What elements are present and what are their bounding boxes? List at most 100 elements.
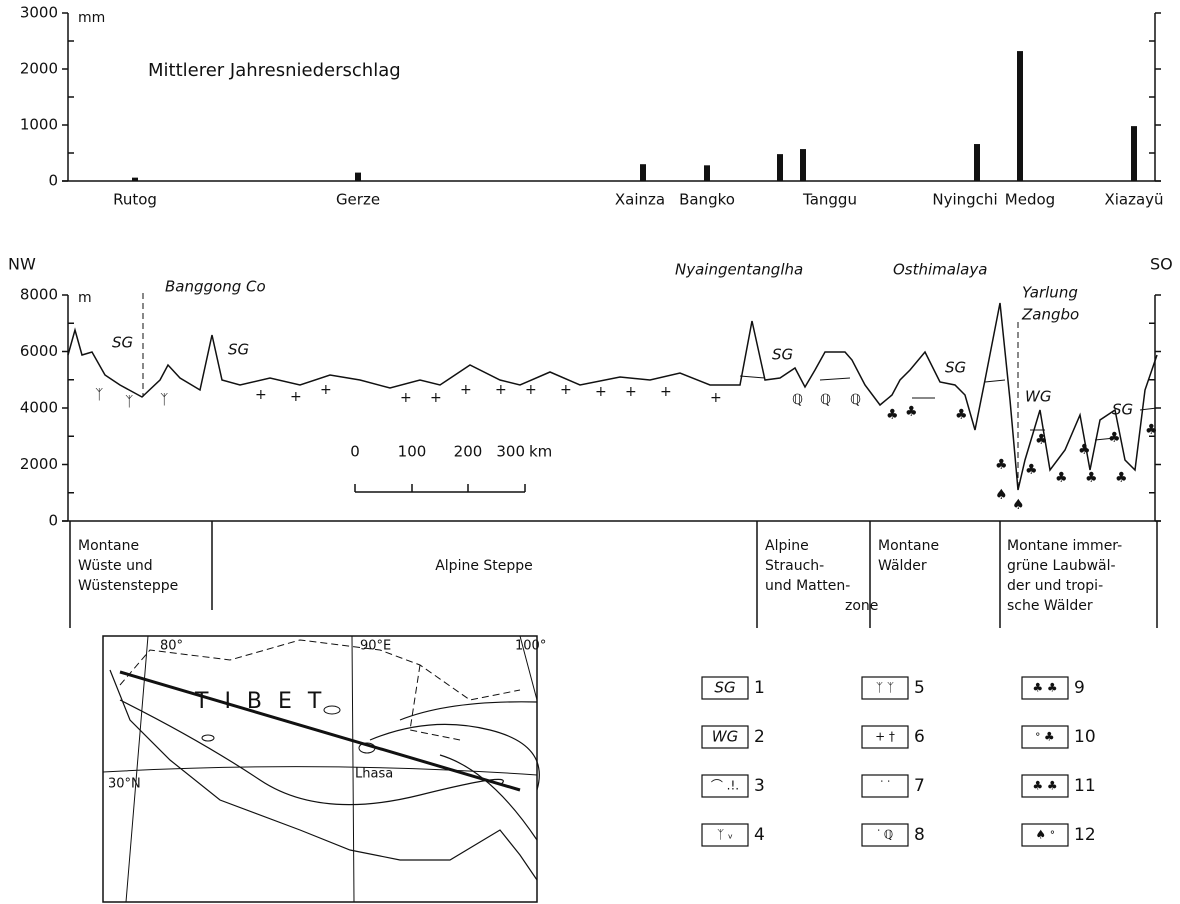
legend-symbol-glyph: ♠ ᐤ <box>1035 828 1055 842</box>
y-tick-label: 3000 <box>20 4 58 22</box>
x-tick-label: Xiazayü <box>1104 191 1163 209</box>
legend-symbol-glyph: ᐝ ᐝ <box>880 779 890 793</box>
y-tick-label: 2000 <box>20 455 58 473</box>
legend-number: 6 <box>914 727 925 747</box>
y-unit: m <box>78 290 92 306</box>
direction-label: SO <box>1150 255 1173 274</box>
svg-text:♣: ♣ <box>886 407 899 423</box>
svg-text:+: + <box>320 382 332 398</box>
svg-text:ᛉ: ᛉ <box>160 392 168 408</box>
bar <box>777 154 783 181</box>
map-label: 100° <box>515 639 546 654</box>
svg-text:+: + <box>595 384 607 400</box>
legend-number: 3 <box>754 776 765 796</box>
y-tick-label: 4000 <box>20 399 58 417</box>
y-tick-label: 2000 <box>20 60 58 78</box>
legend-number: 5 <box>914 678 925 698</box>
scale-label: 0 <box>350 443 360 461</box>
svg-text:♣: ♣ <box>905 404 918 420</box>
legend-number: 8 <box>914 825 925 845</box>
scale-label: 300 <box>496 443 525 461</box>
y-tick-label: 6000 <box>20 342 58 360</box>
legend-symbol-glyph: + † <box>875 730 895 744</box>
scale-label: 100 <box>398 443 427 461</box>
bar <box>704 165 710 181</box>
zone-label: der und tropi- <box>1007 578 1103 594</box>
svg-text:♣: ♣ <box>1085 470 1098 486</box>
map-label: 90°E <box>360 639 391 654</box>
svg-text:♣: ♣ <box>1035 432 1048 448</box>
legend-number: 2 <box>754 727 765 747</box>
lake <box>202 735 214 741</box>
zone-label: Strauch- <box>765 558 824 574</box>
annotation: SG <box>772 346 793 364</box>
svg-text:ᛉ: ᛉ <box>95 387 103 403</box>
svg-text:ℚ: ℚ <box>792 392 803 408</box>
zone-label: sche Wälder <box>1007 598 1093 614</box>
legend-number: 7 <box>914 776 925 796</box>
map-label: TIBET <box>194 689 337 714</box>
legend-symbol-glyph: ᐝ ℚ <box>877 828 893 842</box>
y-tick-label: 0 <box>48 512 58 530</box>
zone-label: Wüste und <box>78 558 153 574</box>
svg-text:+: + <box>430 390 442 406</box>
bar <box>640 164 646 181</box>
svg-text:+: + <box>525 382 537 398</box>
map-label: 30°N <box>108 777 141 792</box>
annotation: Zangbo <box>1021 306 1079 324</box>
graticule <box>103 636 537 902</box>
svg-text:+: + <box>400 390 412 406</box>
legend-symbol-glyph: ᛉ ᵥ <box>717 828 733 842</box>
annotation: SG <box>945 359 966 377</box>
svg-text:+: + <box>625 384 637 400</box>
terrain-profile <box>68 303 1157 490</box>
x-tick-label: Nyingchi <box>932 191 997 209</box>
legend-symbol-glyph: ᛉ ᛉ <box>876 681 894 695</box>
svg-text:ℚ: ℚ <box>850 392 861 408</box>
zone-label: Montane <box>78 538 139 554</box>
annotation: SG <box>112 334 133 352</box>
svg-text:♠: ♠ <box>995 487 1008 503</box>
zone-label: zone <box>845 598 878 614</box>
svg-text:♣: ♣ <box>1078 442 1091 458</box>
map <box>103 636 539 902</box>
bar <box>1017 51 1023 181</box>
legend-number: 4 <box>754 825 765 845</box>
legend-number: 11 <box>1074 776 1096 796</box>
svg-text:+: + <box>460 382 472 398</box>
bar <box>1131 126 1137 181</box>
zone-label: Alpine <box>765 538 809 554</box>
svg-text:+: + <box>710 390 722 406</box>
zone-label: grüne Laubwäl- <box>1007 558 1116 574</box>
x-tick-label: Gerze <box>336 191 380 209</box>
bar <box>132 178 138 181</box>
scale-label: 200 <box>454 443 483 461</box>
zone-label: Montane immer- <box>1007 538 1122 554</box>
y-tick-label: 1000 <box>20 116 58 134</box>
svg-text:+: + <box>495 382 507 398</box>
vegetation-boundary <box>740 376 1157 440</box>
svg-text:+: + <box>255 387 267 403</box>
chart-title: Mittlerer Jahresniederschlag <box>148 60 401 81</box>
zone-label: Wälder <box>878 558 927 574</box>
map-label: Lhasa <box>355 767 393 782</box>
svg-text:ᛉ: ᛉ <box>125 394 133 410</box>
legend-number: 10 <box>1074 727 1096 747</box>
bar <box>355 173 361 181</box>
zone-label: Alpine Steppe <box>435 558 533 574</box>
legend-symbol: SG <box>714 679 735 697</box>
legend-symbol: WG <box>712 728 738 746</box>
legend-symbol-glyph: ᐤ ♣ <box>1035 730 1054 744</box>
legend-symbol-glyph: ♣ ♣ <box>1032 681 1057 695</box>
map-label: 80° <box>160 639 183 654</box>
annotation: SG <box>228 341 249 359</box>
x-tick-label: Xainza <box>615 191 665 209</box>
x-tick-label: Tanggu <box>802 191 857 209</box>
scale-unit: km <box>529 443 552 461</box>
svg-text:♣: ♣ <box>995 457 1008 473</box>
annotation: Yarlung <box>1022 284 1078 302</box>
legend-number: 12 <box>1074 825 1096 845</box>
legend-symbol-glyph: ⌒ .!. <box>711 779 739 793</box>
svg-text:♣: ♣ <box>955 407 968 423</box>
